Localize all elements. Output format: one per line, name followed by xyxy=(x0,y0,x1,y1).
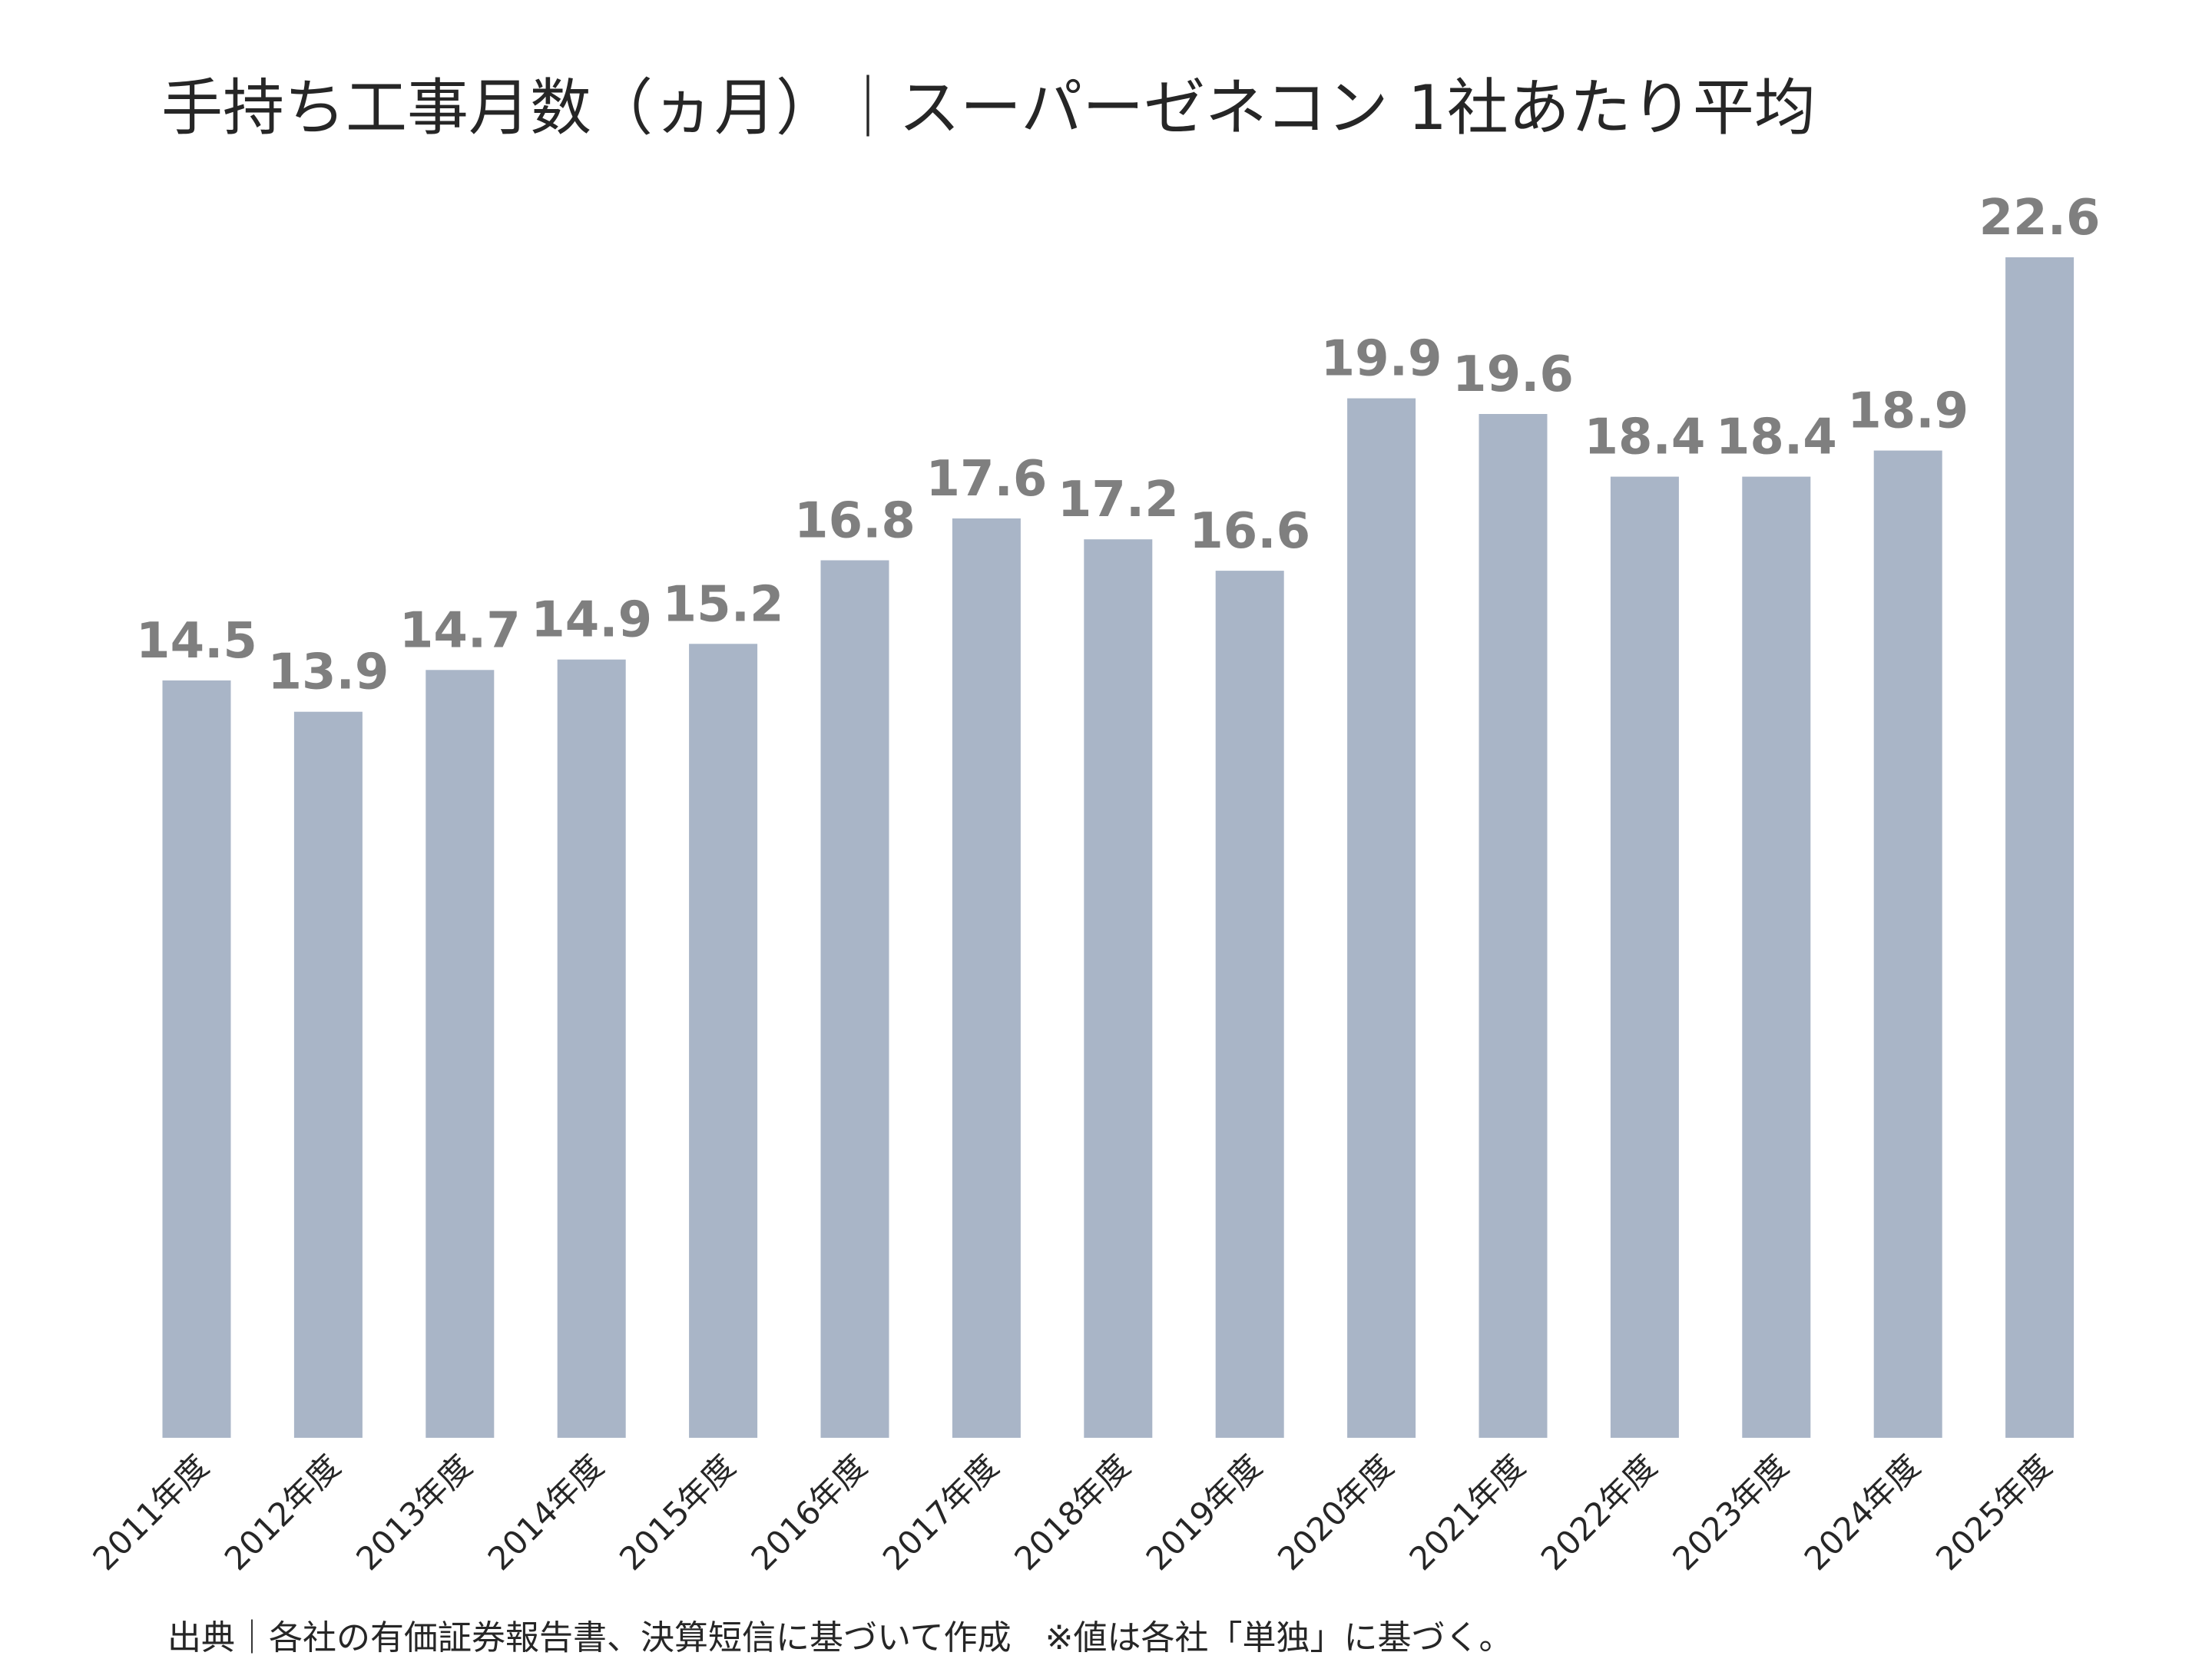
bars-group xyxy=(162,257,2075,1439)
x-axis-ticks: 2011年度 2012年度 2013年度 2014年度 2015年度 2016年度 2017… xyxy=(85,1447,2058,1578)
x-tick-label: 2021年度 xyxy=(1402,1447,1532,1578)
x-tick-label: 2022年度 xyxy=(1534,1447,1664,1578)
x-tick-label: 2020年度 xyxy=(1270,1447,1401,1578)
bar-2021年度 xyxy=(1479,414,1548,1438)
data-label: 14.7 xyxy=(399,602,521,659)
data-label: 16.8 xyxy=(794,493,916,550)
data-label: 17.2 xyxy=(1058,472,1179,528)
chart-title: 手持ち工事月数（ヵ月）｜スーパーゼネコン 1社あたり平均 xyxy=(161,72,1816,144)
x-tick-label: 2018年度 xyxy=(1007,1447,1137,1578)
data-label: 18.9 xyxy=(1847,383,1969,440)
x-tick-label: 2023年度 xyxy=(1665,1447,1796,1578)
x-tick-label: 2019年度 xyxy=(1139,1447,1270,1578)
bar-2017年度 xyxy=(952,518,1021,1438)
x-tick-label: 2016年度 xyxy=(743,1447,874,1578)
data-label: 18.4 xyxy=(1716,409,1837,466)
data-label: 14.5 xyxy=(136,613,257,670)
bar-2015年度 xyxy=(689,644,758,1438)
x-tick-label: 2015年度 xyxy=(612,1447,743,1578)
bar-2019年度 xyxy=(1215,571,1284,1438)
bar-2022年度 xyxy=(1610,476,1679,1438)
bar-2018年度 xyxy=(1084,539,1153,1439)
source-note: 出典｜各社の有価証券報告書、決算短信に基づいて作成 ※値は各社「単独」に基づく。 xyxy=(167,1618,1513,1657)
x-tick-label: 2025年度 xyxy=(1929,1447,2059,1578)
x-tick-label: 2013年度 xyxy=(349,1447,479,1578)
bar-2016年度 xyxy=(820,560,889,1438)
bar-2025年度 xyxy=(2005,257,2075,1438)
data-labels-group: 14.513.914.7 14.9 15.216.817.6 17.216.6 19.9… xyxy=(136,190,2101,701)
bar-2014年度 xyxy=(557,659,626,1438)
x-tick-label: 2011年度 xyxy=(85,1447,216,1578)
bar-2013年度 xyxy=(426,670,495,1438)
x-tick-label: 2012年度 xyxy=(217,1447,348,1578)
bar-2020年度 xyxy=(1347,398,1416,1438)
data-label: 22.6 xyxy=(1979,190,2101,247)
x-tick-label: 2024年度 xyxy=(1797,1447,1928,1578)
data-label: 17.6 xyxy=(926,451,1047,508)
bar-2023年度 xyxy=(1742,476,1811,1438)
data-label: 15.2 xyxy=(663,576,784,633)
bar-2012年度 xyxy=(293,711,363,1438)
x-tick-label: 2017年度 xyxy=(876,1447,1006,1578)
data-label: 16.6 xyxy=(1189,503,1310,560)
bar-2024年度 xyxy=(1873,450,1942,1438)
data-label: 18.4 xyxy=(1584,409,1705,466)
data-label: 13.9 xyxy=(267,644,389,701)
data-label: 19.6 xyxy=(1452,346,1574,403)
x-tick-label: 2014年度 xyxy=(481,1447,611,1578)
data-label: 19.9 xyxy=(1321,331,1442,388)
bar-2011年度 xyxy=(162,680,231,1438)
data-label: 14.9 xyxy=(531,592,652,649)
